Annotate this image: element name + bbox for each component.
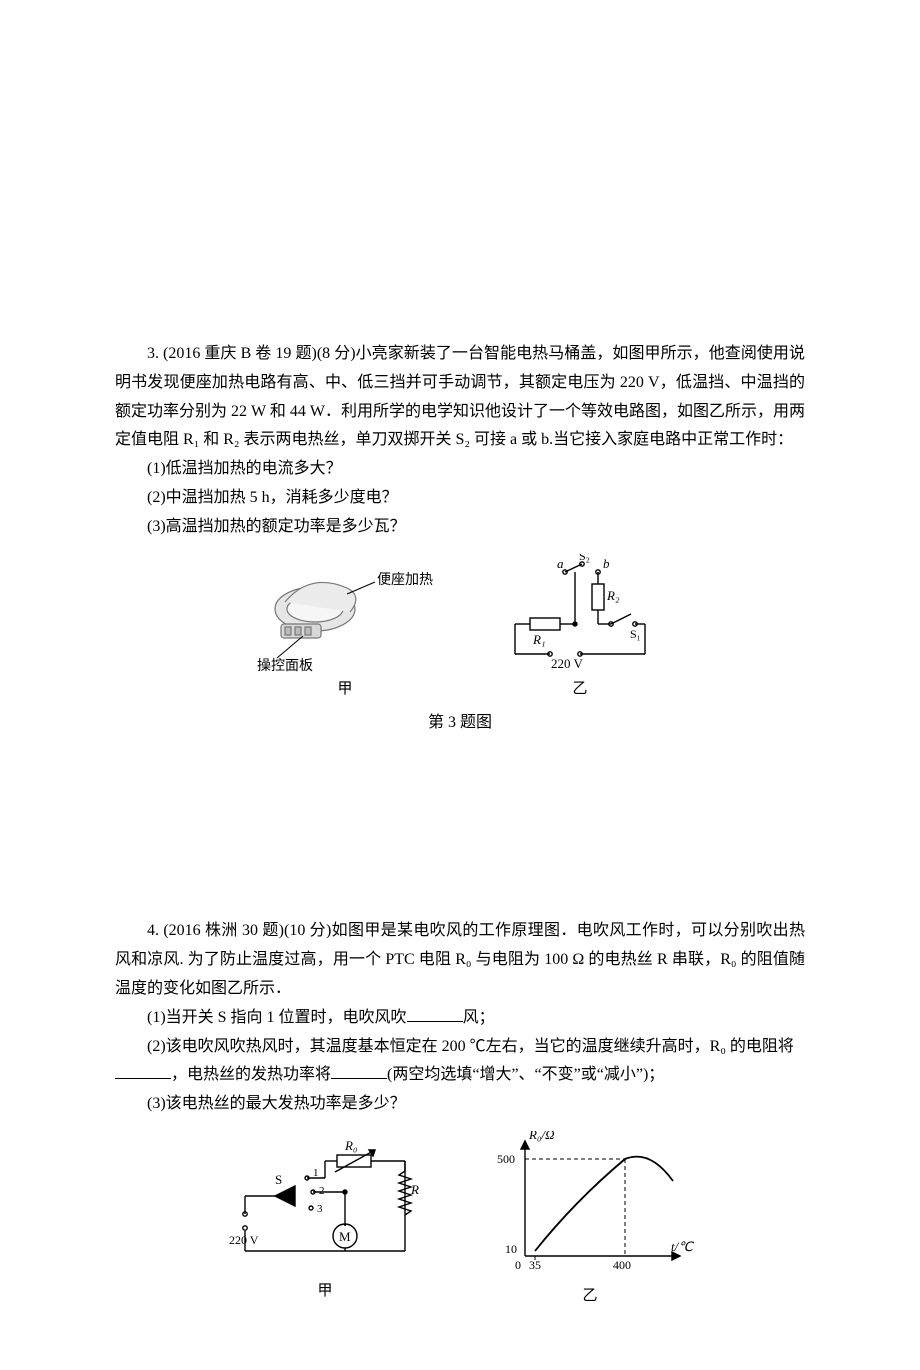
xlabel: t/℃ — [671, 1239, 694, 1254]
blank-3 — [331, 1062, 387, 1080]
q4-item2-a: (2)该电吹风吹热风时，其温度基本恒定在 200 ℃左右，当它的温度继续升高时，… — [147, 1038, 794, 1055]
label-control-panel: 操控面板 — [257, 658, 313, 674]
q4-item2-b: ，电热丝的发热功率将 — [171, 1066, 331, 1083]
q3-figure-yi: a b S₂ R₂ S₁ R₁ 220 V 乙 — [495, 554, 665, 703]
x400: 400 — [613, 1258, 631, 1272]
label-seat-heating: 便座加热 — [377, 572, 433, 588]
q3-figures: 便座加热 操控面板 甲 — [115, 554, 805, 703]
label-s1: S₁ — [630, 627, 641, 641]
q4-item1-b: 风； — [463, 1009, 495, 1026]
q3-figure-jia: 便座加热 操控面板 甲 — [255, 554, 435, 703]
q3-item2: (2)中温挡加热 5 h，消耗多少度电？ — [115, 484, 805, 513]
label-s: S — [275, 1172, 282, 1187]
q3-item1: (1)低温挡加热的电流多大？ — [115, 455, 805, 484]
q4-item1: (1)当开关 S 指向 1 位置时，电吹风吹 风； — [115, 1004, 805, 1033]
hair-dryer-circuit: R₀ S 1 2 3 R M 220 V — [225, 1136, 425, 1276]
q3-header: 3. (2016 重庆 B 卷 19 题)(8 分)小亮家新装了一台智能电热马桶… — [115, 340, 805, 455]
circuit-diagram-q3: a b S₂ R₂ S₁ R₁ 220 V — [495, 554, 665, 674]
q4-figure-yi: R₀/Ω 500 10 0 35 400 t/℃ 乙 — [485, 1131, 695, 1310]
q3-jia-caption: 甲 — [255, 676, 435, 703]
q4-figure-jia: R₀ S 1 2 3 R M 220 V 甲 — [225, 1136, 425, 1305]
q4-item3: (3)该电热丝的最大发热功率是多少？ — [115, 1090, 805, 1119]
label-r0: R₀ — [344, 1138, 357, 1153]
q3-yi-caption: 乙 — [495, 676, 665, 703]
label-s2: S₂ — [579, 554, 590, 563]
label-220v: 220 V — [551, 656, 584, 671]
blank-1 — [407, 1004, 463, 1022]
label-m: M — [339, 1229, 351, 1244]
label-r: R — [410, 1182, 419, 1197]
r0-vs-t-chart: R₀/Ω 500 10 0 35 400 t/℃ — [485, 1131, 695, 1281]
label-a: a — [557, 556, 564, 571]
y10: 10 — [505, 1242, 517, 1256]
q4-item1-a: (1)当开关 S 指向 1 位置时，电吹风吹 — [147, 1009, 407, 1026]
ylabel: R₀/Ω — [528, 1131, 554, 1142]
q4-figures: R₀ S 1 2 3 R M 220 V 甲 — [115, 1131, 805, 1310]
label-220v-b: 220 V — [229, 1233, 259, 1247]
label-1: 1 — [313, 1167, 319, 1179]
q4-header: 4. (2016 株洲 30 题)(10 分)如图甲是某电吹风的工作原理图．电吹… — [115, 917, 805, 1003]
q3-caption: 第 3 题图 — [115, 709, 805, 738]
label-r2: R₂ — [606, 588, 620, 603]
q3-item3: (3)高温挡加热的额定功率是多少瓦？ — [115, 513, 805, 542]
label-r1: R₁ — [532, 632, 545, 647]
label-3: 3 — [317, 1203, 323, 1215]
label-b: b — [603, 556, 610, 571]
x35: 35 — [529, 1258, 541, 1272]
y0: 0 — [515, 1258, 521, 1272]
blank-2 — [115, 1062, 171, 1080]
q4-item2: (2)该电吹风吹热风时，其温度基本恒定在 200 ℃左右，当它的温度继续升高时，… — [115, 1033, 805, 1091]
q4-item2-c: (两空均选填“增大”、“不变”或“减小”)； — [387, 1066, 664, 1083]
q4-yi-caption: 乙 — [485, 1283, 695, 1310]
toilet-seat-sketch: 便座加热 操控面板 — [255, 554, 435, 674]
q4-jia-caption: 甲 — [225, 1278, 425, 1305]
y500: 500 — [497, 1152, 515, 1166]
label-2: 2 — [319, 1185, 325, 1197]
